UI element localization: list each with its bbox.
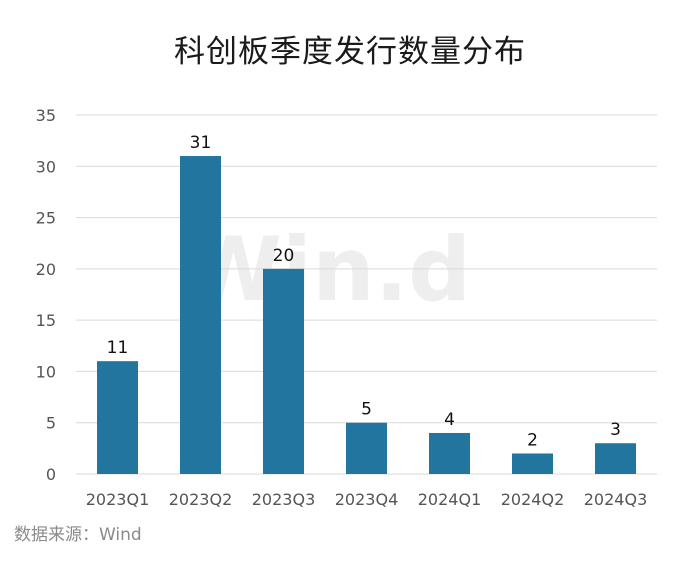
- x-tick-label: 2024Q1: [418, 490, 482, 509]
- x-tick-label: 2023Q4: [335, 490, 399, 509]
- y-tick-label: 15: [36, 311, 56, 330]
- watermark-text: Win.d: [185, 218, 471, 321]
- source-note: 数据来源：Wind: [14, 525, 142, 545]
- bar: [595, 443, 636, 474]
- x-tick-label: 2023Q1: [86, 490, 150, 509]
- y-tick-label: 5: [46, 414, 56, 433]
- x-tick-label: 2023Q2: [169, 490, 233, 509]
- y-tick-label: 10: [36, 362, 56, 381]
- data-label: 3: [610, 420, 621, 440]
- bar: [180, 156, 221, 474]
- data-label: 4: [444, 410, 455, 430]
- y-tick-label: 35: [36, 106, 56, 125]
- chart-title: 科创板季度发行数量分布: [174, 34, 526, 70]
- bar: [346, 422, 387, 474]
- bar: [429, 432, 470, 474]
- data-label: 5: [361, 400, 372, 420]
- y-tick-label: 30: [36, 157, 56, 176]
- y-tick-label: 25: [36, 209, 56, 228]
- x-tick-label: 2023Q3: [252, 490, 316, 509]
- y-tick-label: 0: [46, 465, 56, 484]
- bar: [97, 361, 138, 474]
- data-label: 20: [273, 246, 295, 266]
- y-tick-label: 20: [36, 260, 56, 279]
- data-label: 31: [190, 133, 212, 153]
- data-label: 11: [107, 338, 129, 358]
- x-tick-label: 2024Q3: [584, 490, 648, 509]
- bar: [512, 453, 553, 474]
- data-label: 2: [527, 430, 538, 450]
- bar: [263, 268, 304, 474]
- x-tick-label: 2024Q2: [501, 490, 565, 509]
